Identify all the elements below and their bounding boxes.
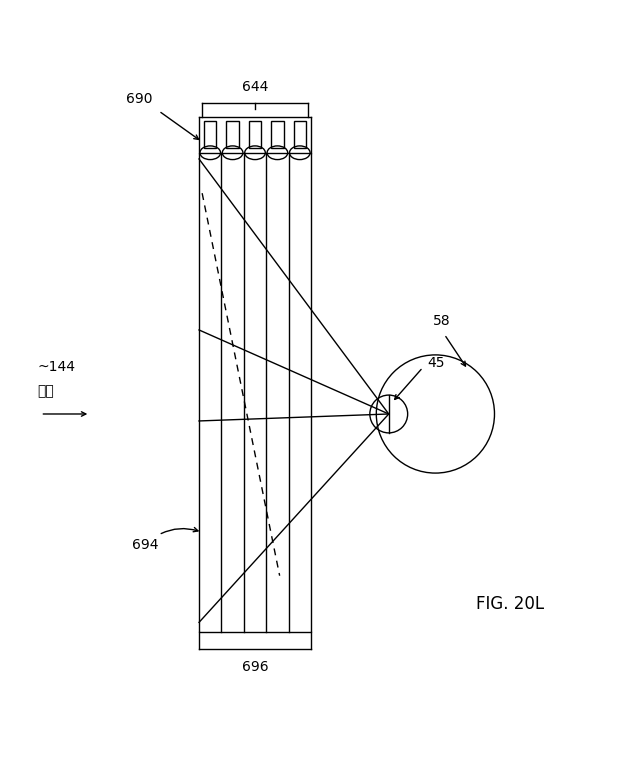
- Text: 世界: 世界: [37, 384, 54, 398]
- Text: 690: 690: [126, 92, 152, 106]
- Text: 694: 694: [132, 527, 198, 552]
- Text: FIG. 20L: FIG. 20L: [476, 594, 544, 613]
- Text: ~144: ~144: [37, 360, 75, 374]
- Text: 58: 58: [432, 314, 450, 328]
- Text: 696: 696: [242, 660, 268, 674]
- Text: 644: 644: [242, 80, 268, 93]
- Text: 45: 45: [427, 356, 445, 370]
